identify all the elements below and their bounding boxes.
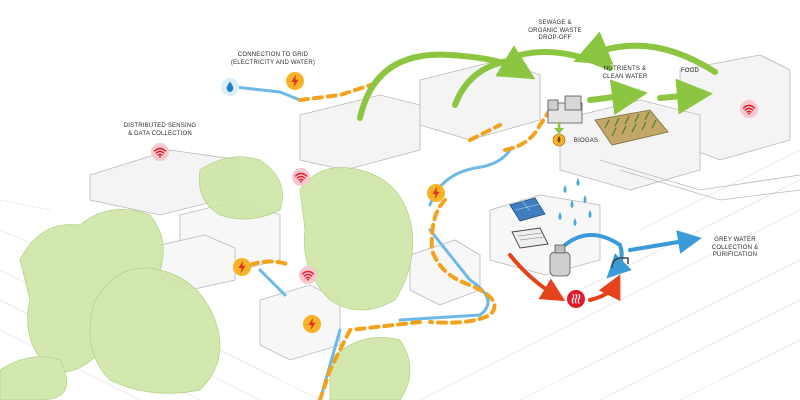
water-drop-icon <box>221 78 239 96</box>
grid-water-line <box>233 85 302 102</box>
label-connection-to-grid: CONNECTION TO GRID (ELECTRICITY AND WATE… <box>230 52 316 66</box>
lightning-bolt-icon <box>303 315 321 333</box>
biogas-marker <box>552 122 566 147</box>
heat-waves-icon <box>567 290 585 308</box>
energy-network <box>248 80 552 400</box>
label-distributed-sensing: DISTRIBUTED SENSING & DATA COLLECTION <box>123 123 197 137</box>
digester-unit <box>547 95 583 124</box>
food-arrow <box>657 78 713 115</box>
sewage-flow-arrow-2 <box>452 57 518 108</box>
label-grey-water: GREY WATER COLLECTION & PURIFICATION <box>711 237 759 258</box>
wifi-icon <box>151 143 169 161</box>
nutrients-arrow <box>587 79 648 116</box>
rain-drops <box>558 178 592 226</box>
label-sewage-organic-waste: SEWAGE & ORGANIC WASTE DROP-OFF <box>528 20 582 41</box>
energy-line-north <box>468 123 502 142</box>
grey-water-collector <box>511 227 549 249</box>
label-nutrients-clean-water: NUTRIENTS & CLEAN WATER <box>602 66 648 80</box>
water-tank <box>549 244 571 277</box>
faucet <box>611 257 629 269</box>
heat-arrow-out <box>588 274 621 302</box>
label-food: FOOD <box>680 68 700 74</box>
grey-water-loop-arrow <box>563 233 632 279</box>
solar-panels <box>509 197 546 222</box>
food-return-arrow-2 <box>573 31 718 75</box>
grid-energy-line <box>298 80 382 102</box>
lightning-bolt-icon <box>286 72 304 90</box>
water-line-mid <box>398 228 490 322</box>
vegetation <box>0 156 414 400</box>
wifi-icon <box>299 266 317 284</box>
lightning-bolt-icon <box>233 258 251 276</box>
energy-line-south <box>318 320 422 400</box>
heat-arrows <box>508 253 621 302</box>
energy-line-mid <box>428 198 497 325</box>
wifi-icon <box>740 100 758 118</box>
energy-line-west <box>248 259 292 267</box>
grey-water-out-arrow <box>628 230 702 254</box>
greenhouse-field <box>594 109 669 146</box>
grey-water-arrows <box>563 230 702 279</box>
flow-arrows <box>357 31 718 121</box>
lightning-bolt-icon <box>427 184 445 202</box>
label-biogas: BIOGAS <box>573 138 599 144</box>
wifi-icon <box>292 168 310 186</box>
energy-line-top <box>503 108 552 152</box>
heat-arrow-in <box>508 253 566 302</box>
water-line-west <box>258 268 287 297</box>
